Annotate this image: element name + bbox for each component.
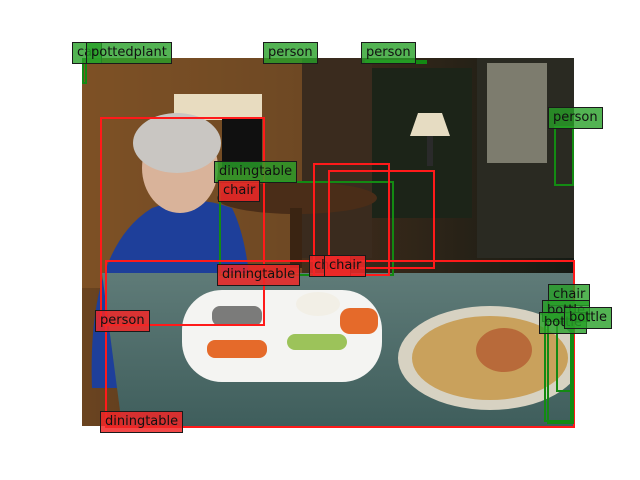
label-person-right: person bbox=[548, 107, 603, 129]
cheese-ball bbox=[476, 328, 532, 372]
label-diningtable-front: diningtable bbox=[100, 411, 184, 433]
label-person-top-right: person bbox=[361, 42, 416, 64]
person-box-woman bbox=[100, 117, 265, 326]
label-diningtable-mid: diningtable bbox=[217, 264, 301, 286]
label-chair-1: chair bbox=[218, 180, 261, 202]
label-person-woman: person bbox=[95, 310, 150, 332]
chair-box-2 bbox=[328, 170, 435, 269]
label-bottle-3: bottle bbox=[564, 307, 613, 329]
diningtable-box-front bbox=[105, 260, 575, 428]
photo bbox=[82, 58, 574, 426]
label-person-top-left: person bbox=[263, 42, 318, 64]
label-chair-3: chair bbox=[324, 255, 367, 277]
woman-hair bbox=[133, 113, 221, 173]
diningtable-box-back bbox=[219, 181, 394, 276]
scene-illustration bbox=[82, 58, 574, 426]
person-box-right bbox=[554, 126, 574, 186]
label-pottedplant: pottedplant bbox=[86, 42, 172, 64]
